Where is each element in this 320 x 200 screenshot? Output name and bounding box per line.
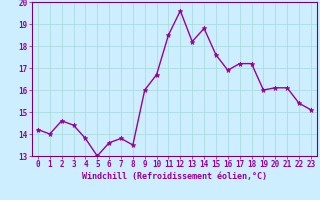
X-axis label: Windchill (Refroidissement éolien,°C): Windchill (Refroidissement éolien,°C) bbox=[82, 172, 267, 181]
